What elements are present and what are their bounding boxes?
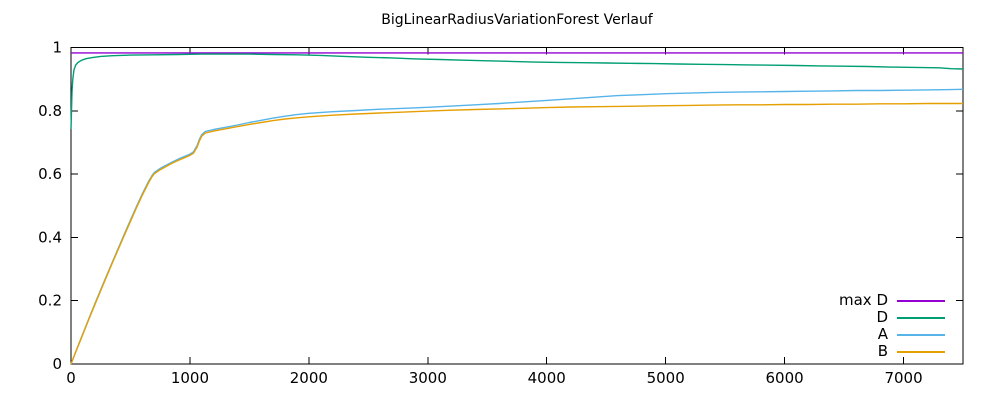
x-tick-label: 5000 [647,369,685,387]
legend-line-swatch [897,299,945,302]
legend-line-swatch [897,316,945,319]
legend-label: max D [839,291,888,309]
series-line-b [70,102,963,365]
x-tick-label: 0 [66,369,76,387]
x-tick-label: 6000 [766,369,804,387]
y-tick-label: 0.8 [38,102,62,120]
x-tick-label: 3000 [409,369,447,387]
x-tick-label: 2000 [290,369,328,387]
y-tick-label: 0 [52,355,62,373]
plot-border [70,47,964,365]
y-tick-label: 0.4 [38,228,62,246]
y-tick-label: 0.2 [38,292,62,310]
series-line-d [70,53,964,130]
legend-item-b: B [839,343,945,360]
legend: max D D A B [839,292,945,360]
series-line-a [70,88,964,365]
legend-label: A [877,325,888,343]
legend-line-swatch [897,350,945,353]
y-tick-label: 0.6 [38,165,62,183]
legend-item-max-d: max D [839,292,945,309]
legend-label: D [876,308,888,326]
legend-line-swatch [897,333,945,336]
x-tick-label: 7000 [884,369,922,387]
chart-title: BigLinearRadiusVariationForest Verlauf [381,12,653,28]
legend-label: B [877,342,888,360]
legend-item-d: D [839,309,945,326]
y-tick-label: 1 [52,39,62,57]
x-tick-label: 1000 [171,369,209,387]
x-tick-label: 4000 [528,369,566,387]
legend-item-a: A [839,326,945,343]
